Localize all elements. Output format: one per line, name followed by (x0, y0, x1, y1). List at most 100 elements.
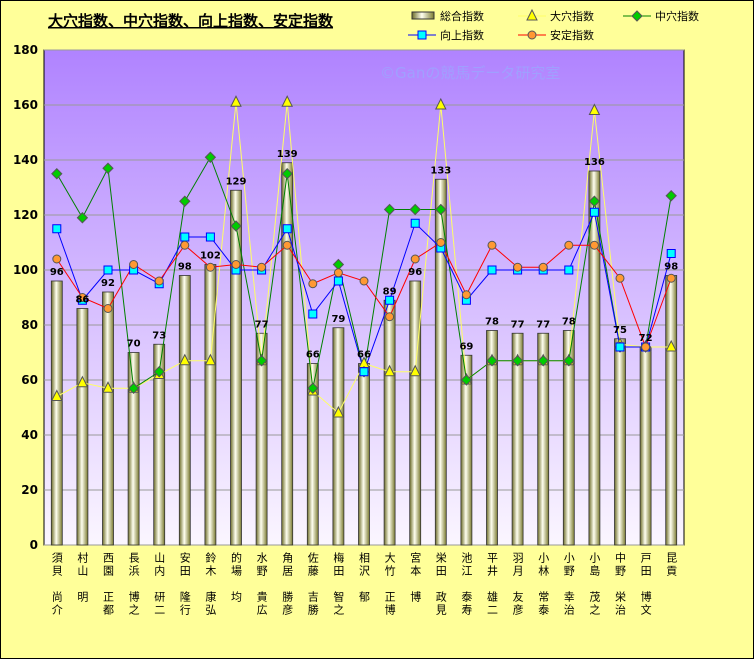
marker (333, 276, 343, 286)
marker (103, 265, 113, 275)
bar (665, 275, 678, 546)
x-tick-label: 水野 貴広 (255, 552, 268, 617)
bar (204, 264, 217, 546)
marker (204, 151, 217, 163)
y-tick-label: 160 (13, 98, 38, 112)
marker (461, 290, 471, 300)
x-tick-label: 安田 隆行 (178, 551, 191, 617)
marker (180, 240, 190, 250)
x-tick-label: 羽月 友彦 (511, 552, 524, 617)
legend-label: 向上指数 (440, 28, 484, 42)
marker (486, 355, 498, 367)
marker (409, 203, 421, 216)
marker (282, 240, 292, 250)
marker (230, 220, 242, 232)
data-label: 86 (75, 295, 89, 306)
bar (127, 352, 140, 546)
legend-marker (417, 30, 427, 40)
marker (281, 168, 293, 180)
bar (614, 338, 626, 546)
marker (615, 342, 625, 352)
marker (102, 162, 114, 174)
marker (76, 212, 89, 224)
marker (409, 364, 422, 377)
y-tick-label: 140 (13, 153, 38, 167)
bar (178, 275, 191, 546)
marker (615, 273, 625, 283)
marker (410, 254, 420, 264)
data-label: 139 (277, 149, 298, 160)
x-tick-label: 平井 雄二 (486, 552, 499, 617)
marker (204, 353, 217, 366)
marker (538, 262, 548, 272)
marker (511, 355, 524, 367)
bar (332, 327, 345, 546)
marker (308, 279, 318, 289)
marker (410, 218, 420, 228)
x-tick-label: 池江 泰寿 (460, 552, 473, 617)
x-tick-label: 小島 茂之 (588, 552, 601, 617)
marker (50, 389, 63, 401)
marker (281, 95, 294, 107)
marker (487, 265, 497, 275)
marker (154, 276, 164, 286)
x-tick-label: 須貝 尚介 (50, 552, 63, 617)
marker (333, 268, 343, 278)
marker (179, 195, 191, 207)
data-label: 69 (459, 341, 473, 352)
x-tick-label: 小野 幸治 (562, 552, 575, 617)
legend-label: 安定指数 (550, 28, 594, 42)
marker (564, 240, 574, 250)
x-tick-label: 村山 明 (76, 551, 89, 604)
bar (281, 162, 294, 546)
marker (460, 374, 473, 386)
x-tick-label: 山内 研二 (153, 552, 166, 617)
x-tick-label: 宮本 博 (409, 551, 422, 604)
marker (282, 224, 292, 234)
legend-marker (527, 30, 537, 40)
x-tick-label: 西園 正都 (102, 552, 115, 617)
marker (205, 262, 215, 272)
bar (76, 308, 89, 546)
y-tick-label: 80 (21, 318, 38, 332)
data-label: 96 (50, 267, 64, 278)
marker (588, 103, 601, 115)
data-label: 66 (306, 350, 320, 361)
data-label: 78 (562, 317, 576, 328)
marker (563, 355, 575, 367)
data-label: 79 (331, 314, 345, 325)
marker (513, 262, 523, 272)
x-tick-label: 角居 勝彦 (281, 552, 294, 617)
bar (562, 330, 575, 546)
data-label: 66 (357, 350, 371, 361)
marker (77, 293, 87, 302)
marker (178, 353, 191, 366)
marker (589, 240, 599, 250)
marker (76, 375, 89, 388)
marker (359, 276, 369, 286)
data-label: 73 (152, 330, 166, 341)
y-tick-label: 40 (21, 428, 38, 442)
data-label: 133 (430, 165, 451, 176)
marker (127, 382, 140, 394)
bar (511, 332, 524, 546)
x-tick-label: 相沢 郁 (358, 552, 371, 604)
marker (257, 262, 267, 272)
marker (385, 295, 395, 305)
y-tick-label: 120 (13, 208, 38, 222)
bar (306, 363, 319, 546)
bar (50, 280, 63, 546)
marker (52, 224, 62, 234)
x-tick-label: 大竹 正博 (383, 551, 396, 617)
bar (588, 170, 601, 546)
marker (435, 203, 447, 216)
watermark: ©Ganの競馬データ研究室 (380, 64, 560, 82)
data-label: 129 (226, 176, 247, 187)
marker (564, 265, 574, 275)
marker (255, 355, 268, 367)
bar (255, 332, 268, 546)
marker (231, 260, 241, 269)
marker (666, 273, 676, 283)
x-tick-label: 鈴木 康弘 (204, 551, 217, 617)
